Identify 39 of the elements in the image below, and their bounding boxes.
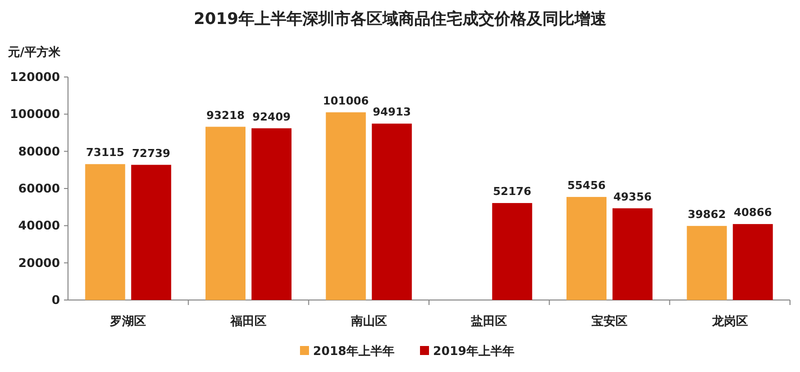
y-axis-title: 元/平方米 [7,45,62,59]
y-tick-label: 0 [52,293,60,307]
bar [686,226,727,300]
y-tick-label: 20000 [18,256,60,270]
bar [206,126,246,300]
data-label: 93218 [206,108,245,122]
x-tick-label: 福田区 [230,314,266,328]
y-tick-label: 100000 [10,107,60,122]
chart-title: 2019年上半年深圳市各区域商品住宅成交价格及同比增速 [194,9,608,28]
data-label: 92409 [252,110,291,124]
y-tick-label: 80000 [18,144,60,158]
bar [492,203,532,300]
data-label: 55456 [567,178,606,192]
data-label: 52176 [493,185,532,198]
bar [252,128,292,300]
bar [85,164,126,300]
y-tick-label: 60000 [18,182,60,196]
x-tick-label: 罗湖区 [109,314,146,328]
x-tick-label: 南山区 [350,314,387,328]
bar [732,224,773,300]
bar [326,112,366,300]
legend-label: 2018年上半年 [313,344,394,358]
x-tick-label: 盐田区 [470,314,508,328]
data-label: 40866 [734,206,772,220]
x-tick-label: 宝安区 [592,314,628,328]
x-tick-label: 龙岗区 [710,314,748,328]
data-label: 49356 [613,190,652,204]
bar [566,196,606,300]
bar [372,124,412,300]
data-label: 39862 [688,208,726,221]
data-label: 94913 [372,106,411,119]
y-tick-label: 40000 [18,218,60,233]
data-label: 72739 [132,146,170,160]
legend-label: 2019年上半年 [433,344,514,358]
data-label: 73115 [86,146,124,160]
bar [612,208,652,300]
bar [131,164,172,300]
data-label: 101006 [322,94,370,108]
y-tick-label: 120000 [10,70,60,84]
